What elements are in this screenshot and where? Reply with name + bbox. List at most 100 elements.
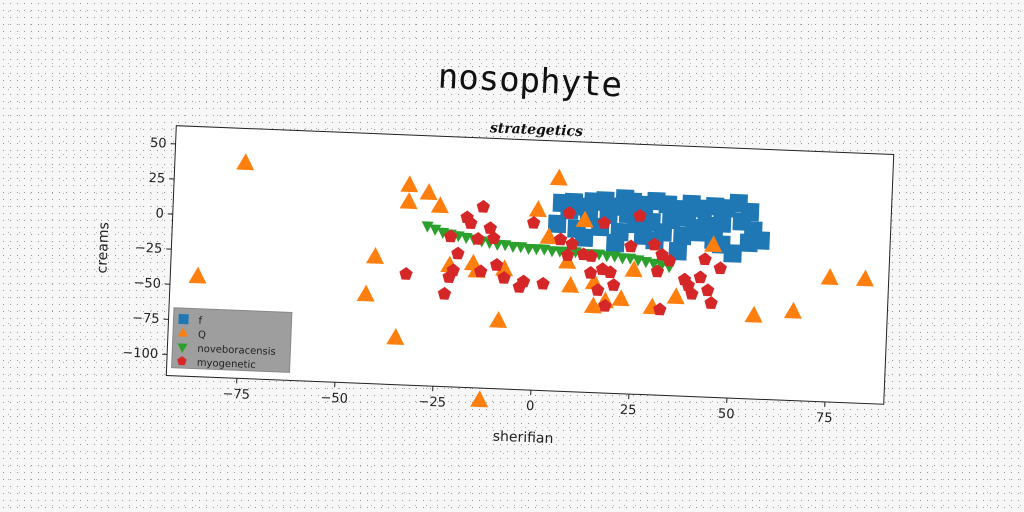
data-point <box>704 235 723 253</box>
y-tick-label: −75 <box>132 311 160 327</box>
legend-item-q: Q <box>177 327 206 341</box>
data-point <box>668 241 688 261</box>
x-tick-label: −25 <box>418 395 446 411</box>
data-point <box>512 280 526 293</box>
y-tick-label: −100 <box>122 346 158 362</box>
data-point <box>597 216 612 229</box>
data-point <box>399 192 418 210</box>
data-point <box>451 246 465 260</box>
data-point <box>591 283 605 296</box>
series-f <box>547 189 771 263</box>
legend-swatch <box>178 313 189 325</box>
data-point <box>744 305 763 323</box>
data-point <box>701 283 715 297</box>
data-point <box>583 296 602 314</box>
data-point <box>470 390 489 408</box>
data-point <box>487 231 501 245</box>
legend-item-f: f <box>178 313 203 327</box>
y-axis-label: creams <box>94 222 112 274</box>
data-point <box>365 247 384 265</box>
data-point <box>584 249 598 262</box>
data-point <box>386 327 405 345</box>
data-point <box>616 253 629 265</box>
data-point <box>783 301 802 319</box>
data-point <box>419 183 438 201</box>
data-point <box>547 214 567 234</box>
data-point <box>528 200 547 218</box>
data-point <box>698 252 712 266</box>
data-point <box>421 221 434 233</box>
data-point <box>476 199 490 213</box>
data-point <box>464 216 478 230</box>
data-point <box>713 261 728 275</box>
data-point <box>400 175 419 193</box>
data-point <box>495 259 514 277</box>
legend-item-noveboracensis: noveboracensis <box>177 343 276 358</box>
x-axis-label: sherifian <box>492 429 553 447</box>
y-tick-label: 0 <box>155 206 164 221</box>
data-point <box>561 248 575 262</box>
x-tick-label: −50 <box>320 391 348 407</box>
data-point <box>650 264 665 278</box>
plot-group: strategetics −75 −50 −25 0 25 50 75 50 25 0 −25 −50… <box>94 120 895 447</box>
data-point <box>685 287 699 300</box>
legend-swatch <box>177 327 188 337</box>
data-point <box>601 250 614 263</box>
x-tick-label: 50 <box>718 407 735 423</box>
data-point <box>444 229 458 243</box>
data-point <box>399 267 413 280</box>
legend-label: noveboracensis <box>197 344 276 358</box>
data-point <box>605 233 625 253</box>
legend-item-myogenetic: myogenetic <box>177 356 256 371</box>
data-point <box>536 276 550 290</box>
data-point <box>607 278 621 292</box>
y-tick-label: 50 <box>150 136 167 152</box>
data-point <box>471 231 485 245</box>
legend-label: myogenetic <box>197 358 256 371</box>
x-tick-label: 0 <box>526 399 535 414</box>
data-point <box>704 296 718 310</box>
data-point <box>490 258 504 271</box>
data-marks <box>188 153 874 408</box>
data-point <box>546 245 559 258</box>
data-point <box>820 268 839 286</box>
data-point <box>430 196 449 214</box>
data-point <box>693 270 708 284</box>
chart-subtitle: strategetics <box>490 120 584 140</box>
data-point <box>437 286 452 300</box>
data-point <box>442 270 456 284</box>
data-point <box>483 221 498 235</box>
data-point <box>603 265 617 279</box>
y-tick-label: −25 <box>135 241 163 257</box>
data-point <box>575 210 594 228</box>
data-point <box>530 243 543 256</box>
data-point <box>522 243 535 255</box>
data-point <box>497 270 511 284</box>
chart-title: nosophyte <box>437 57 623 106</box>
x-tick-label: 25 <box>620 403 637 419</box>
data-point <box>739 233 759 253</box>
data-point <box>653 302 667 316</box>
data-point <box>574 228 594 247</box>
data-point <box>624 239 638 253</box>
data-point <box>562 206 577 219</box>
legend-label: f <box>198 316 202 327</box>
axis-ticks: −75 −50 −25 0 25 50 75 50 25 0 −25 −50 −75 −100 <box>122 136 833 427</box>
data-point <box>356 284 375 302</box>
data-point <box>633 208 647 222</box>
data-point <box>188 266 207 284</box>
data-point <box>584 266 598 279</box>
series-myogenetic <box>399 199 728 316</box>
x-tick-label: 75 <box>816 411 833 427</box>
data-point <box>624 260 643 278</box>
y-tick-label: −50 <box>133 276 161 292</box>
legend-label: Q <box>198 330 206 341</box>
data-point <box>662 253 677 267</box>
data-point <box>611 289 630 307</box>
data-point <box>666 287 685 305</box>
data-point <box>549 168 568 186</box>
x-tick-label: −75 <box>222 387 250 403</box>
data-point <box>712 214 732 233</box>
